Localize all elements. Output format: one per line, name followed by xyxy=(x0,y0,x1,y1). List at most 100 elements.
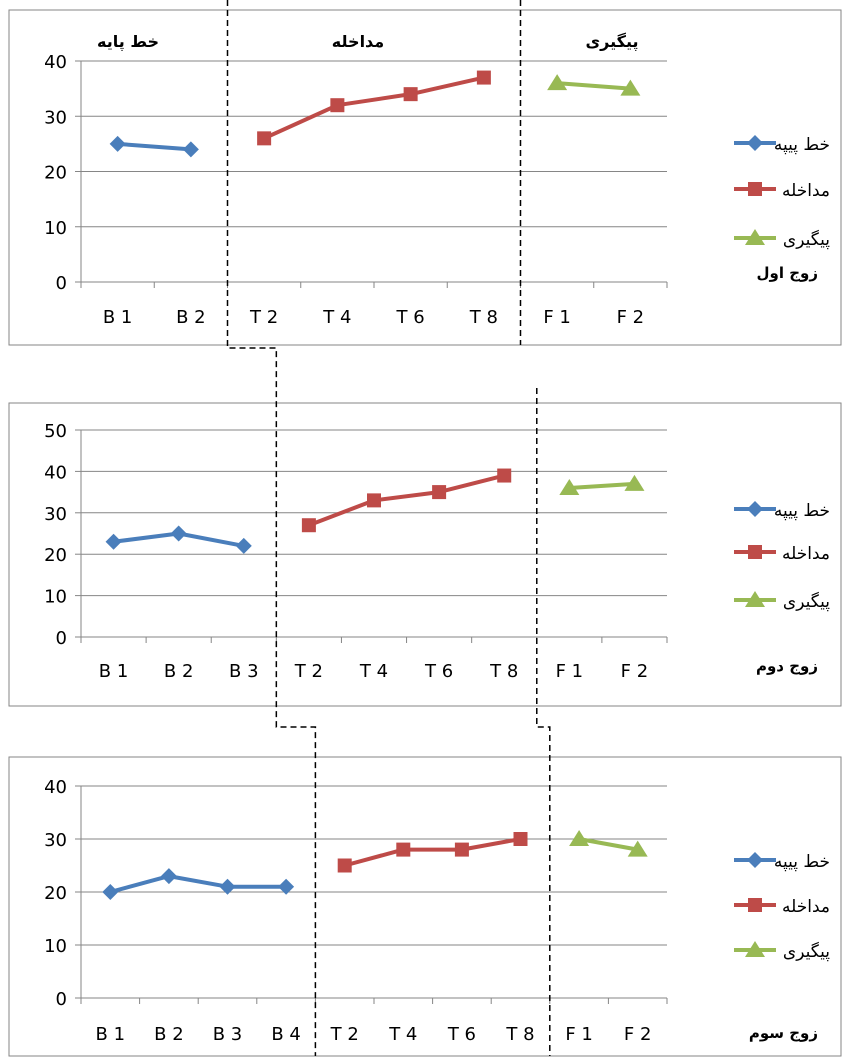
x-tick-label: T 4 xyxy=(388,1024,417,1045)
data-point xyxy=(569,830,590,846)
chart-couple-1: 0 10 20 30 40 B 1 B 2 T 2 T 4 T 6 T 8 F 1 F 2 خط پیپه… xyxy=(44,52,830,328)
series-line xyxy=(117,141,192,152)
data-point xyxy=(620,79,641,96)
x-tick-label: B 2 xyxy=(176,307,206,328)
data-point xyxy=(624,474,645,491)
charts-layer: 0 10 20 30 40 B 1 B 2 T 2 T 4 T 6 T 8 F 1 F 2 خط پیپه… xyxy=(44,52,830,1045)
legend-marker xyxy=(748,182,762,196)
series-line xyxy=(308,473,505,528)
x-tick-label: F 1 xyxy=(543,307,571,328)
y-tick-label: 40 xyxy=(44,462,67,483)
x-tick-label: B 1 xyxy=(99,661,129,682)
y-tick-label: 30 xyxy=(44,830,67,851)
data-point xyxy=(109,135,126,152)
x-tick-label: T 8 xyxy=(505,1024,534,1045)
legend-label: پیگیری xyxy=(783,229,830,250)
x-tick-label: F 2 xyxy=(621,661,649,682)
x-tick-label: F 2 xyxy=(624,1024,652,1045)
data-point xyxy=(105,533,122,550)
data-point xyxy=(454,842,469,857)
phase-line-followup-2 xyxy=(536,388,551,1056)
chart-frame-couple-3 xyxy=(8,756,842,1057)
data-point xyxy=(627,840,648,857)
x-tick-label: T 2 xyxy=(249,307,278,328)
x-tick-label: B 4 xyxy=(271,1024,301,1045)
y-tick-label: 10 xyxy=(44,936,67,957)
x-tick-label: B 3 xyxy=(213,1024,243,1045)
y-tick-label: 20 xyxy=(44,545,67,566)
chart-couple-title: زوج سوم xyxy=(749,1024,818,1042)
y-tick-label: 10 xyxy=(44,587,67,608)
data-point xyxy=(330,98,345,113)
x-tick-label: B 3 xyxy=(229,661,259,682)
legend-marker xyxy=(748,545,762,559)
data-point xyxy=(337,858,352,873)
legend-label: مداخله xyxy=(782,181,830,201)
phase-line-intervention xyxy=(226,0,317,1056)
series-line xyxy=(556,81,631,91)
data-point xyxy=(301,518,316,533)
data-point xyxy=(513,832,528,846)
series-line xyxy=(578,837,639,852)
x-tick-label: B 1 xyxy=(103,307,133,328)
data-point xyxy=(257,131,272,146)
x-tick-label: F 1 xyxy=(556,661,584,682)
y-tick-label: 0 xyxy=(56,628,67,649)
y-tick-label: 20 xyxy=(44,163,67,184)
data-point xyxy=(160,868,177,885)
legend-marker xyxy=(745,941,765,957)
series-line xyxy=(263,75,485,141)
y-tick-label: 20 xyxy=(44,883,67,904)
data-point xyxy=(403,87,418,102)
chart-couple-title: زوج اول xyxy=(757,264,818,282)
legend-marker xyxy=(747,852,763,868)
x-tick-label: T 6 xyxy=(447,1024,476,1045)
y-tick-label: 50 xyxy=(44,421,67,442)
data-point xyxy=(102,884,119,900)
x-tick-label: B 1 xyxy=(96,1024,126,1045)
legend-marker xyxy=(747,501,763,517)
phase-change-lines xyxy=(226,0,551,1056)
x-tick-label: T 2 xyxy=(294,661,323,682)
legend-label: پیگیری xyxy=(783,591,830,612)
x-tick-label: T 8 xyxy=(489,661,518,682)
series-line xyxy=(344,837,521,868)
phase-header-baseline: خط پایه xyxy=(97,32,159,52)
data-point xyxy=(182,141,199,158)
x-tick-label: T 4 xyxy=(359,661,388,682)
legend-label: مداخله xyxy=(782,897,830,917)
phase-header-followup: پیگیری xyxy=(586,32,639,52)
x-tick-label: T 4 xyxy=(322,307,351,328)
data-point xyxy=(278,878,295,895)
y-tick-label: 0 xyxy=(56,273,67,294)
data-point xyxy=(547,74,568,91)
legend-marker xyxy=(747,135,763,151)
chart-couple-2: 0 10 20 30 40 50 B 1 B 2 B 3 T 2 T 4 T 6 T 8 F 1 F 2 خط… xyxy=(44,421,830,682)
data-point xyxy=(497,468,512,483)
x-tick-label: B 2 xyxy=(154,1024,184,1045)
legend-label: خط پیپه xyxy=(774,135,830,155)
data-point xyxy=(476,70,491,85)
data-point xyxy=(219,878,236,895)
y-tick-label: 40 xyxy=(44,777,67,798)
y-tick-label: 40 xyxy=(44,52,67,73)
series-line xyxy=(569,481,635,490)
y-tick-label: 30 xyxy=(44,107,67,128)
legend-label: خط پیپه xyxy=(774,852,830,872)
y-tick-label: 10 xyxy=(44,218,67,239)
data-point xyxy=(559,478,580,495)
x-tick-label: F 2 xyxy=(617,307,645,328)
data-point xyxy=(432,485,447,500)
y-tick-label: 30 xyxy=(44,504,67,525)
legend-label: خط پیپه xyxy=(774,501,830,521)
data-point xyxy=(396,842,411,857)
data-point xyxy=(235,537,252,554)
series-line xyxy=(109,874,287,894)
phase-header-intervention: مداخله xyxy=(332,32,384,51)
x-tick-label: T 6 xyxy=(396,307,425,328)
x-tick-label: F 1 xyxy=(565,1024,593,1045)
data-point xyxy=(170,525,187,542)
y-tick-label: 0 xyxy=(56,989,67,1010)
legend-label: مداخله xyxy=(782,544,830,564)
